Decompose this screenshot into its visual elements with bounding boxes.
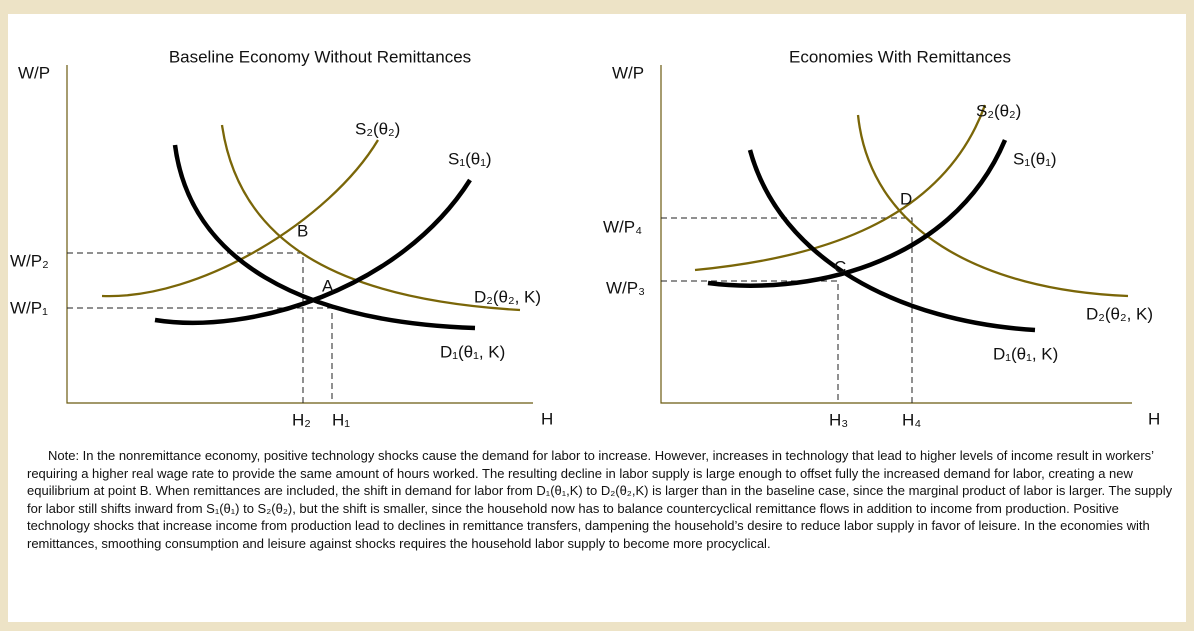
curve-label: D₂(θ₂, K) [1086, 304, 1153, 323]
point-label: B [297, 221, 308, 240]
y-tick-label: W/P₂ [10, 251, 49, 270]
y-axis-label: W/P [612, 63, 644, 82]
curve-label: D₂(θ₂, K) [474, 287, 541, 306]
point-label: A [322, 276, 334, 295]
supply-curve-1 [707, 139, 1008, 288]
x-tick-label: H₂ [292, 410, 311, 429]
x-tick-label: H₁ [332, 410, 350, 429]
panel-title: Baseline Economy Without Remittances [169, 47, 471, 66]
curve-label: D₁(θ₁, K) [993, 344, 1058, 363]
demand-curve-2 [220, 124, 521, 312]
demand-curve-1 [747, 149, 1036, 333]
point-label: C [834, 257, 846, 276]
x-axis-label: H [1148, 409, 1160, 428]
guide-lines [67, 252, 333, 403]
x-axis-label: H [541, 409, 553, 428]
point-label: D [900, 189, 912, 208]
figure-panel [8, 14, 1186, 622]
supply-curve-1 [154, 178, 472, 325]
curve-label: S₂(θ₂) [976, 101, 1021, 120]
axes [660, 65, 1132, 404]
y-axis-label: W/P [18, 63, 50, 82]
y-tick-label: W/P₄ [603, 217, 642, 236]
demand-curve-1 [172, 144, 476, 331]
axes [66, 65, 533, 404]
note: Note: In the nonremittance economy, posi… [27, 448, 1173, 551]
guide-lines [661, 217, 913, 403]
curve-label: S₁(θ₁) [1013, 149, 1057, 168]
curve-label: S₁(θ₁) [448, 149, 492, 168]
demand-curve-2 [856, 114, 1129, 298]
supply-curve-2 [694, 104, 987, 272]
y-tick-label: W/P₁ [10, 298, 48, 317]
x-tick-label: H₄ [902, 410, 921, 429]
y-tick-label: W/P₃ [606, 278, 645, 297]
curve-label: D₁(θ₁, K) [440, 342, 505, 361]
x-tick-label: H₃ [829, 410, 848, 429]
panel-title: Economies With Remittances [789, 47, 1011, 66]
supply-curve-2 [101, 139, 379, 298]
curve-label: S₂(θ₂) [355, 119, 400, 138]
